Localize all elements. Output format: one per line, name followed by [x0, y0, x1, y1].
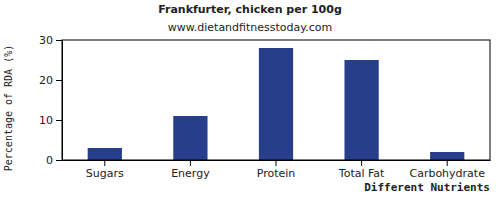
x-tick: Carbohydrate: [409, 160, 485, 180]
y-tick: 30: [39, 34, 62, 47]
x-tick: Protein: [257, 160, 296, 180]
y-tick: 10: [39, 114, 62, 127]
x-tick-label: Energy: [171, 167, 210, 180]
bar: [88, 148, 122, 160]
x-tick-label: Sugars: [86, 167, 124, 180]
y-axis-line: [62, 41, 63, 161]
x-tick-label: Protein: [257, 167, 296, 180]
chart: Frankfurter, chicken per 100g www.dietand…: [0, 0, 500, 200]
x-tick-line: [104, 160, 105, 166]
plot-frame: [62, 40, 490, 160]
bar: [259, 48, 293, 160]
x-axis-title: Different Nutrients: [364, 181, 490, 194]
y-tick-label: 30: [39, 34, 53, 47]
x-tick: Total Fat: [338, 160, 385, 180]
y-tick-line: [56, 80, 62, 81]
x-tick-label: Total Fat: [338, 167, 385, 180]
x-tick-line: [447, 160, 448, 166]
y-tick: 20: [39, 74, 62, 87]
x-tick: Sugars: [86, 160, 124, 180]
y-tick-line: [56, 120, 62, 121]
bar: [430, 152, 464, 160]
x-tick-line: [361, 160, 362, 166]
x-tick-line: [276, 160, 277, 166]
x-tick: Energy: [171, 160, 210, 180]
x-tick-line: [190, 160, 191, 166]
y-tick: 0: [46, 154, 62, 167]
y-tick-line: [56, 160, 62, 161]
x-tick-label: Carbohydrate: [409, 167, 485, 180]
bar: [173, 116, 207, 160]
y-tick-label: 20: [39, 74, 53, 87]
y-axis: 0 10 20 30: [39, 34, 63, 167]
y-tick-line: [56, 40, 62, 41]
y-tick-label: 10: [39, 114, 53, 127]
bar: [344, 60, 378, 160]
bars: [88, 48, 465, 160]
title: Frankfurter, chicken per 100g: [158, 3, 342, 16]
y-axis-title: Percentage of RDA (%): [3, 45, 14, 171]
subtitle: www.dietandfitnesstoday.com: [168, 21, 332, 34]
x-axis: Sugars Energy Protein Total Fat Carbohydrate: [63, 160, 491, 180]
y-tick-label: 0: [46, 154, 53, 167]
